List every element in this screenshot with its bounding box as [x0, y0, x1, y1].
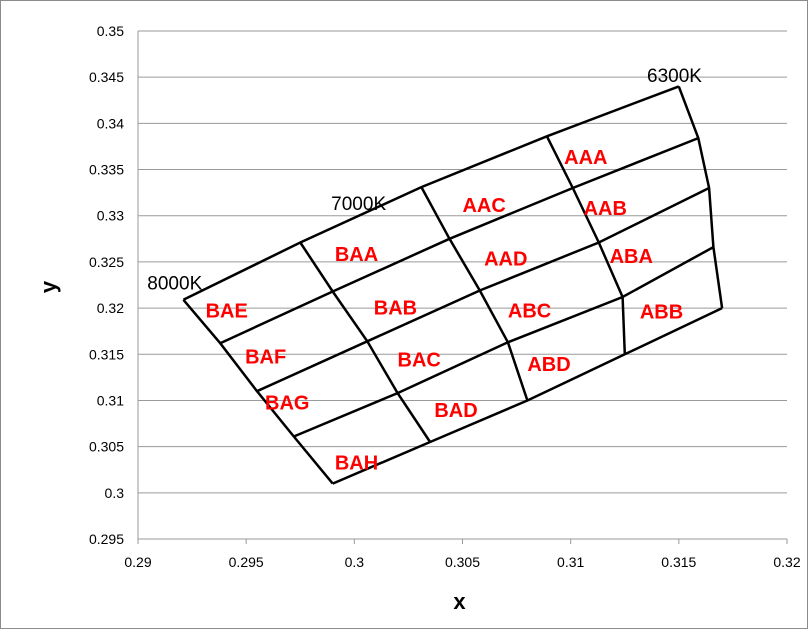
bin-column-line — [299, 241, 432, 443]
y-tick-label: 0.3 — [105, 485, 125, 501]
bin-label: BAB — [374, 298, 417, 320]
x-tick-label: 0.295 — [229, 554, 264, 570]
bin-column-line — [545, 135, 627, 355]
y-tick-label: 0.34 — [97, 115, 124, 131]
bin-labels: AAA AAB AAC AAD ABA ABB ABC ABD BAA BAB BAC BAD BAE B… — [206, 147, 684, 475]
y-tick-label: 0.335 — [89, 162, 124, 178]
x-tick-labels: 0.29 0.295 0.3 0.305 0.31 0.315 0.32 — [124, 539, 801, 570]
cct-label: 7000K — [331, 194, 386, 215]
bin-column-line — [420, 186, 529, 401]
y-tick-label: 0.325 — [89, 254, 124, 270]
y-tick-label: 0.295 — [89, 531, 124, 547]
y-tick-labels: 0.295 0.3 0.305 0.31 0.315 0.32 0.325 0.33 0.335… — [89, 23, 124, 547]
y-tick-label: 0.305 — [89, 439, 124, 455]
x-tick-label: 0.3 — [345, 554, 365, 570]
horizontal-gridlines — [138, 30, 787, 540]
y-tick-label: 0.345 — [89, 69, 124, 85]
cct-label: 6300K — [647, 66, 702, 87]
bin-row-line — [219, 136, 699, 345]
bin-label: AAC — [462, 195, 505, 217]
x-tick-label: 0.29 — [124, 554, 151, 570]
x-tick-label: 0.305 — [445, 554, 480, 570]
y-tick-label: 0.35 — [97, 23, 124, 39]
cct-labels: 8000K 7000K 6300K — [147, 66, 702, 295]
bin-column-line — [182, 298, 334, 485]
bin-label: BAE — [206, 300, 248, 322]
y-tick-label: 0.33 — [97, 208, 124, 224]
bin-column-line — [677, 85, 724, 309]
bin-label: ABA — [610, 246, 653, 268]
bin-label: AAB — [584, 198, 627, 220]
plot-border — [137, 31, 787, 540]
y-axis-title: y — [36, 280, 61, 293]
bin-label: BAF — [245, 347, 286, 369]
y-tick-label: 0.32 — [97, 300, 124, 316]
y-tick-label: 0.31 — [97, 392, 124, 408]
bin-label: BAG — [265, 393, 309, 415]
bin-label: BAA — [335, 244, 378, 266]
bin-grid-lines — [182, 85, 724, 485]
bin-label: ABB — [640, 301, 683, 323]
x-axis-title: x — [453, 589, 466, 614]
x-tick-label: 0.315 — [661, 554, 696, 570]
bin-label: AAA — [564, 147, 607, 169]
bin-label: BAD — [434, 400, 477, 422]
bin-row-line — [182, 85, 680, 301]
cct-label: 8000K — [147, 274, 202, 295]
bin-label: BAC — [398, 349, 441, 371]
bin-label: ABC — [508, 300, 551, 322]
x-tick-label: 0.32 — [773, 554, 800, 570]
x-tick-label: 0.31 — [557, 554, 584, 570]
y-tick-label: 0.315 — [89, 346, 124, 362]
bin-label: ABD — [527, 354, 570, 376]
bin-row-line — [256, 186, 710, 393]
bin-label: AAD — [484, 249, 527, 271]
bin-label: BAH — [335, 453, 378, 475]
